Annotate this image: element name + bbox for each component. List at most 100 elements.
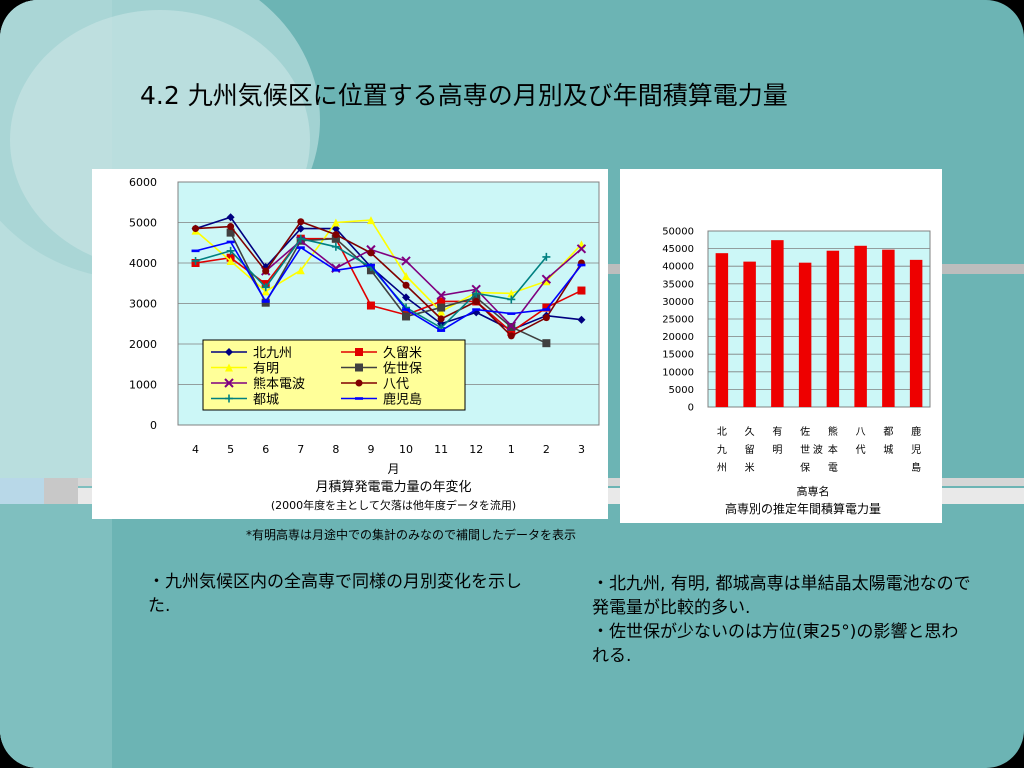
bar-八代 [854,245,867,407]
data-point [437,297,446,306]
legend-marker [225,394,233,403]
bullet-item: ・九州気候区内の全高専で同様の月別変化を示した. [148,572,522,616]
data-point [296,234,305,243]
y-tick-label: 5000 [129,217,157,230]
x-tick-label-char: 城 [883,444,893,456]
data-point [331,218,340,227]
legend-box [202,339,466,411]
x-tick-label: 2 [543,443,550,456]
y-tick-label: 4000 [129,257,157,270]
bar-北九州 [715,253,729,407]
legend-label: 都城 [253,393,279,408]
data-point [366,263,375,267]
data-point [226,228,235,237]
y-tick-label: 15000 [662,350,694,361]
data-point [366,216,375,225]
x-tick-label-char: 都 [883,426,893,438]
series-line [195,220,583,337]
x-tick-label-char: 波 [813,443,823,456]
y-tick-label: 6000 [129,176,157,189]
x-tick-label-char: 九 [717,444,727,456]
series-都城 [191,234,551,332]
x-tick-label-char: 世 [800,444,810,456]
data-point [541,274,552,284]
data-point [577,263,586,267]
data-point [402,281,410,289]
data-point [331,224,340,233]
annual-bar-chart: 0 5000 10000 15000 20000 25000 30000 35000 40000… [662,227,931,516]
legend-label: 久留米 [383,346,422,361]
legend-label: 佐世保 [383,362,422,377]
data-point [577,315,586,324]
slide-title: 4.2 九州気候区に位置する高専の月別及び年間積算電力量 [140,81,788,110]
x-tick-label-char: 児 [911,444,921,456]
x-tick-label-char: 熊 [828,425,838,438]
data-point [542,314,550,322]
x-tick-label: 9 [367,443,374,456]
x-tick-label-char: 留 [745,443,755,456]
annual-bar-chart-panel: 0 5000 10000 15000 20000 25000 30000 35000 40000… [620,169,942,523]
bullet-item: ・佐世保が少ないのは方位(東25°)の影響と思われる. [592,622,959,666]
data-point [401,256,411,266]
data-point [507,327,516,336]
data-point [542,252,551,261]
chart-title: 月積算発電電力量の年変化 [315,479,471,495]
bar-佐世保 [798,262,812,407]
data-point [437,329,446,332]
y-tick-label: 30000 [662,297,694,308]
x-tick-label-char: 代 [856,444,866,456]
y-tick-label: 10000 [662,367,694,378]
data-point [331,242,340,251]
data-point [542,303,551,312]
data-point [192,225,200,233]
bullet-item: ・北九州, 有明, 都城高専は単結晶太陽電池なので発電量が比較的多い. [592,574,971,618]
x-tick-label-char: 州 [717,462,727,474]
decorative-square-2 [44,478,78,504]
data-point [507,332,515,340]
data-point [437,315,445,323]
y-tick-label: 40000 [662,262,694,273]
legend-marker [355,363,363,372]
data-point [297,218,305,226]
x-tick-label-char: 米 [745,461,755,474]
bullet-list-left: ・九州気候区内の全高専で同様の月別変化を示した. [148,570,528,618]
data-point [577,286,586,295]
x-tick-label-char: 有 [772,425,782,438]
legend-label: 八代 [383,377,409,392]
bar-熊本電波 [826,250,840,407]
x-tick-label: 3 [578,443,585,456]
legend-marker [225,348,233,356]
legend-label: 鹿児島 [383,392,422,408]
data-point [506,321,516,331]
data-point [471,284,481,295]
legend-marker [225,363,233,372]
x-axis-title: 高専名 [797,484,830,498]
x-tick-label: 12 [469,443,483,456]
x-tick-label: 7 [297,443,304,456]
y-tick-label: 3000 [129,298,157,311]
data-point [576,244,587,254]
y-tick-label: 0 [150,419,157,432]
legend-label: 有明 [253,362,279,377]
x-tick-label-char: 八 [856,427,866,438]
y-tick-label: 25000 [662,315,694,326]
data-point [472,293,481,302]
data-point [331,234,340,243]
y-tick-label: 45000 [662,244,694,255]
x-tick-label-char: 電 [828,462,838,474]
data-point [226,246,235,255]
x-tick-label: 1 [508,443,515,456]
x-tick-label-char: 保 [800,461,810,474]
chart-subtitle: (2000年度を主として欠落は他年度データを流用) [271,498,516,512]
data-point [296,266,305,275]
data-point [191,249,200,253]
data-point [437,307,446,316]
footnote: *有明高専は月途中での集計のみなので補間したデータを表示 [246,528,577,542]
series-鹿児島 [191,240,586,332]
y-tick-label: 0 [688,403,694,414]
data-point [191,256,200,265]
y-tick-label: 1000 [129,379,157,392]
bar-有明 [771,240,784,407]
